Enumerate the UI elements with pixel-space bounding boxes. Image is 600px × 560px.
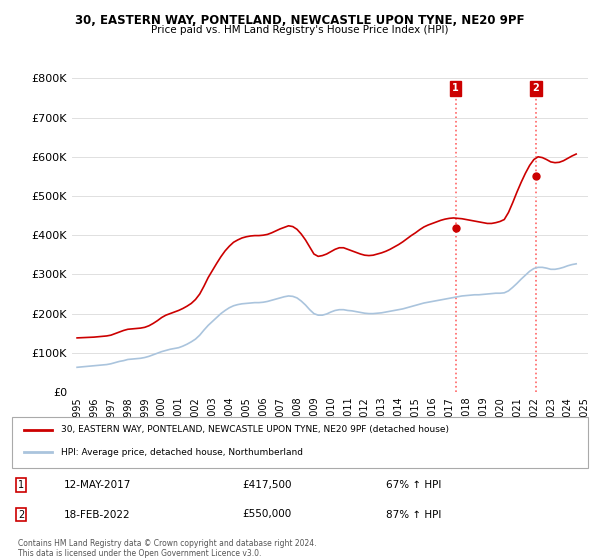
Text: Price paid vs. HM Land Registry's House Price Index (HPI): Price paid vs. HM Land Registry's House … xyxy=(151,25,449,35)
Text: 18-FEB-2022: 18-FEB-2022 xyxy=(64,510,130,520)
Text: This data is licensed under the Open Government Licence v3.0.: This data is licensed under the Open Gov… xyxy=(18,549,262,558)
Text: 2: 2 xyxy=(18,510,24,520)
Text: Contains HM Land Registry data © Crown copyright and database right 2024.: Contains HM Land Registry data © Crown c… xyxy=(18,539,317,548)
Text: £417,500: £417,500 xyxy=(242,480,292,490)
Text: 30, EASTERN WAY, PONTELAND, NEWCASTLE UPON TYNE, NE20 9PF (detached house): 30, EASTERN WAY, PONTELAND, NEWCASTLE UP… xyxy=(61,425,449,435)
Text: 67% ↑ HPI: 67% ↑ HPI xyxy=(386,480,442,490)
Text: 2: 2 xyxy=(533,83,539,93)
Text: £550,000: £550,000 xyxy=(242,510,292,520)
FancyBboxPatch shape xyxy=(12,417,588,468)
Text: 12-MAY-2017: 12-MAY-2017 xyxy=(64,480,131,490)
Text: 1: 1 xyxy=(452,83,459,93)
Text: HPI: Average price, detached house, Northumberland: HPI: Average price, detached house, Nort… xyxy=(61,448,303,457)
Text: 1: 1 xyxy=(18,480,24,490)
Text: 30, EASTERN WAY, PONTELAND, NEWCASTLE UPON TYNE, NE20 9PF: 30, EASTERN WAY, PONTELAND, NEWCASTLE UP… xyxy=(75,14,525,27)
Text: 87% ↑ HPI: 87% ↑ HPI xyxy=(386,510,442,520)
